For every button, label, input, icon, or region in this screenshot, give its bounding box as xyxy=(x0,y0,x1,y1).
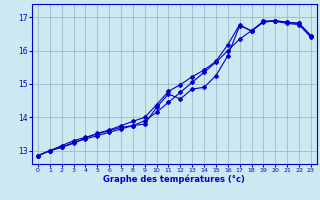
X-axis label: Graphe des températures (°c): Graphe des températures (°c) xyxy=(103,175,245,184)
